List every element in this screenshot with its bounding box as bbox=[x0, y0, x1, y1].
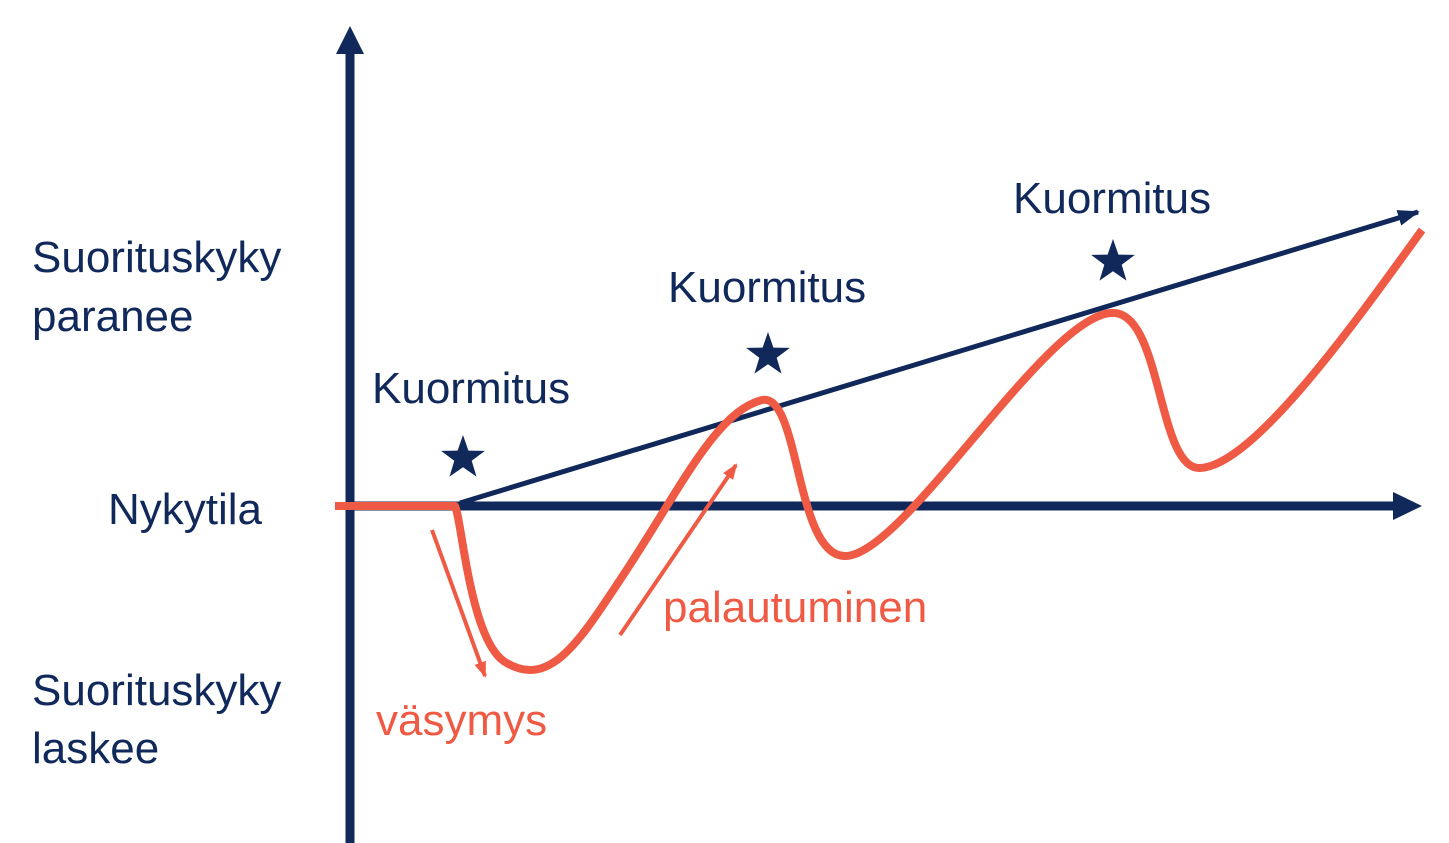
load-label: Kuormitus bbox=[668, 263, 866, 312]
load-star bbox=[441, 435, 485, 477]
label-improves: paranee bbox=[32, 292, 193, 341]
performance-curve bbox=[335, 227, 1426, 674]
trend-line bbox=[459, 209, 1420, 506]
recovery-label: palautuminen bbox=[663, 583, 927, 632]
label-declines: laskee bbox=[32, 724, 159, 773]
label-declines: Suorituskyky bbox=[32, 666, 281, 715]
load-star bbox=[746, 332, 790, 374]
recovery-arrow bbox=[618, 463, 738, 637]
label-improves: Suorituskyky bbox=[32, 233, 281, 282]
load-label: Kuormitus bbox=[372, 364, 570, 413]
fatigue-arrow bbox=[430, 529, 487, 678]
load-label: Kuormitus bbox=[1013, 174, 1211, 223]
y-axis-arrow bbox=[336, 26, 364, 54]
label-baseline: Nykytila bbox=[108, 485, 263, 534]
load-star bbox=[1091, 239, 1135, 281]
fatigue-label: väsymys bbox=[376, 696, 547, 745]
x-axis-arrow bbox=[1393, 492, 1422, 520]
